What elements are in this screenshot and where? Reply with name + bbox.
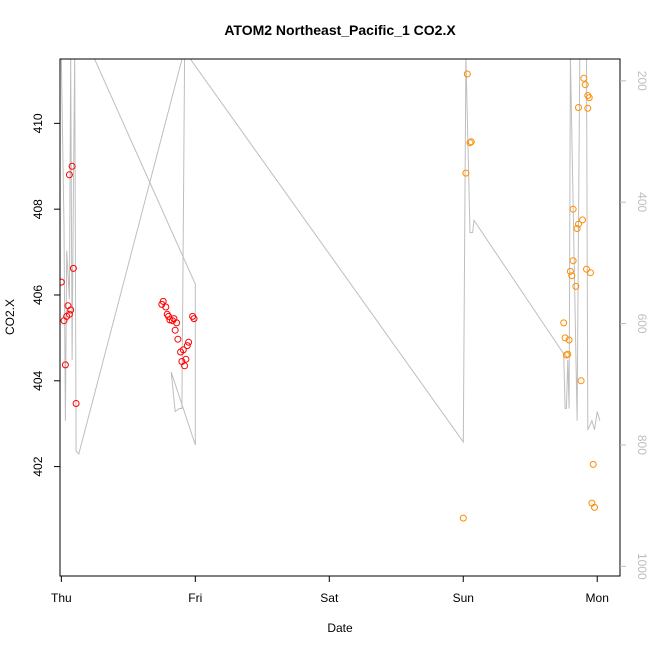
data-point [560,319,568,327]
data-point [569,257,577,265]
data-point [581,81,589,89]
data-point [583,265,590,273]
data-point [190,315,198,323]
data-point [462,169,470,177]
data-point [182,355,190,363]
data-point [174,335,182,343]
y-tick-label: 402 [31,456,45,476]
data-point [575,220,582,228]
data-point [467,138,475,146]
x-tick-label: Sun [453,591,474,605]
data-point [572,282,580,290]
data-point [183,342,191,350]
data-point [577,377,585,385]
data-point [179,346,187,354]
data-point [568,272,576,280]
y2-tick-label: 400 [635,192,649,212]
plot-frame [59,58,621,577]
axes: Thu Fri Sat Sun Mon 402 404 406 408 410 200 400 600 8… [31,58,649,605]
data-point [573,225,581,232]
data-point [67,306,75,314]
data-point [585,94,593,102]
data-point [463,70,471,78]
x-tick-label: Fri [188,591,202,605]
secondary-series-lines [60,59,601,456]
data-point [60,278,65,286]
x-axis-label: Date [327,621,353,635]
data-point [68,162,76,170]
data-point [561,334,569,342]
data-point [162,303,170,311]
data-point [173,319,181,327]
chart-title: ATOM2 Northeast_Pacific_1 CO2.X [224,22,456,38]
data-point [72,400,80,407]
y-tick-label: 410 [31,113,45,133]
x-tick-label: Sat [320,591,339,605]
data-point [589,460,597,468]
data-point [181,362,189,370]
y-tick-label: 406 [31,285,45,305]
data-point [65,310,73,318]
data-point [591,503,598,511]
data-point [69,264,77,272]
data-point [61,361,69,369]
data-point [584,104,592,112]
y-tick-label: 408 [31,199,45,219]
data-point [564,350,572,358]
y2-tick-label: 200 [635,71,649,91]
data-point [171,326,179,334]
data-point [65,171,73,179]
data-points [60,70,598,522]
data-point [579,216,586,224]
data-point [587,269,594,277]
data-point [459,514,467,522]
y2-tick-label: 1000 [635,553,649,580]
y2-tick-label: 600 [635,314,649,334]
data-point [159,297,167,305]
data-point [575,104,582,111]
data-point [566,267,574,275]
data-point [569,205,577,213]
y-axis-label: CO2.X [3,299,17,335]
data-point [580,74,588,82]
x-tick-label: Mon [586,591,609,605]
data-point [185,338,193,346]
data-point [562,351,570,359]
data-point [565,336,573,344]
x-tick-label: Thu [51,591,72,605]
secondary-series-line [60,59,601,456]
data-point [466,139,474,147]
y-tick-label: 404 [31,370,45,390]
y2-tick-label: 800 [635,435,649,455]
